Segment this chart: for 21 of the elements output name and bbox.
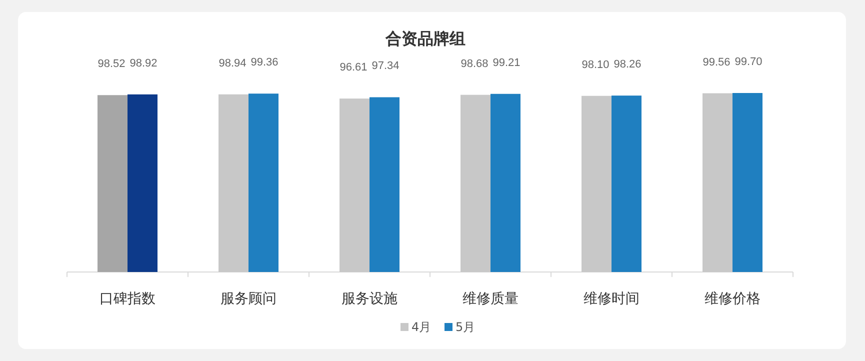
data-label: 98.92 bbox=[130, 57, 158, 70]
data-label: 98.52 bbox=[98, 58, 126, 70]
data-label: 98.94 bbox=[218, 57, 246, 70]
data-label: 97.34 bbox=[372, 60, 400, 72]
x-tick-label: 口碑指数 bbox=[100, 291, 156, 307]
x-tick-label: 服务设施 bbox=[342, 291, 398, 307]
data-label: 99.56 bbox=[702, 56, 730, 68]
data-label: 99.21 bbox=[492, 56, 520, 69]
data-label: 96.61 bbox=[340, 62, 368, 74]
data-label: 98.26 bbox=[614, 58, 642, 71]
x-tick-label: 维修价格 bbox=[704, 291, 760, 307]
data-label: 98.68 bbox=[460, 58, 488, 70]
x-tick-label: 维修质量 bbox=[462, 291, 518, 307]
chart-title: 合资品牌组 bbox=[384, 29, 466, 48]
legend-label: 4月 bbox=[412, 320, 432, 334]
legend-label: 5月 bbox=[456, 320, 476, 334]
x-tick-label: 维修时间 bbox=[584, 291, 640, 307]
data-label: 99.70 bbox=[734, 56, 762, 68]
data-label: 99.36 bbox=[250, 56, 278, 69]
x-tick-label: 服务顾问 bbox=[220, 291, 276, 307]
data-label: 98.10 bbox=[582, 58, 610, 71]
